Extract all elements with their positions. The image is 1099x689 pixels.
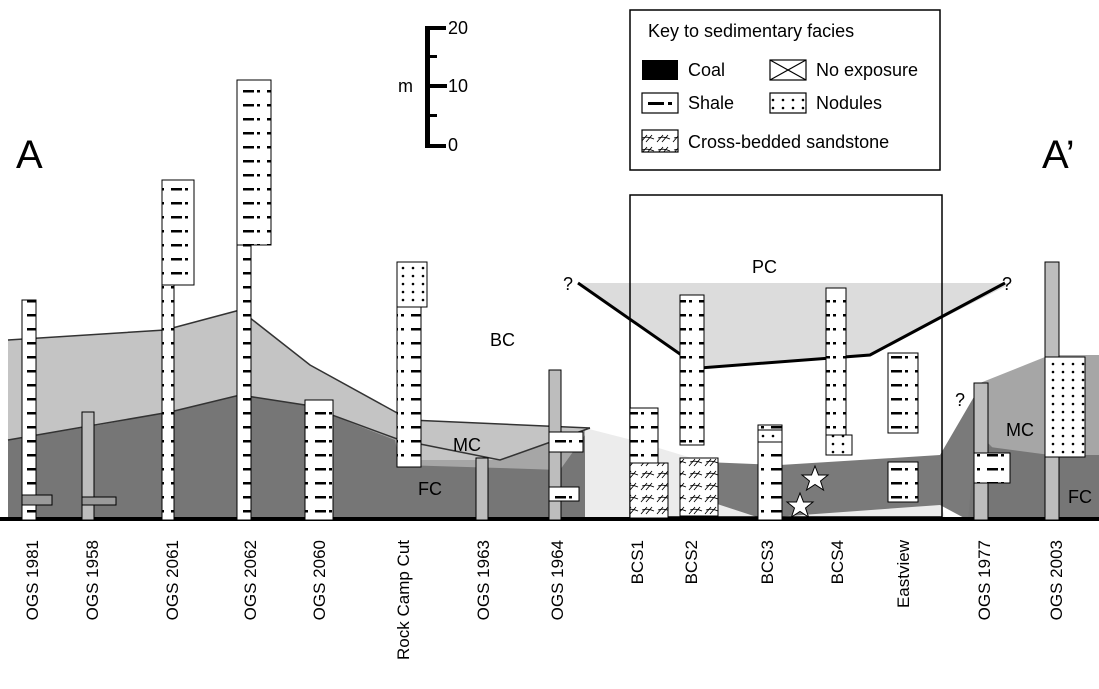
cross-bedded-sandstone-swatch-icon (641, 129, 679, 153)
column-ogs-2060 (304, 399, 334, 521)
key-label-shale: Shale (688, 93, 734, 113)
scale-tick-0 (430, 144, 446, 148)
detail-box (629, 194, 943, 518)
key-label-no-exposure: No exposure (816, 60, 918, 80)
column-rock-camp-cut-lower (396, 306, 422, 468)
section-label: OGS 1977 (975, 540, 994, 620)
scale-label-20: 20 (448, 18, 468, 38)
column-ogs-1981 (21, 299, 37, 521)
section-labels: OGS 1981 OGS 1958 OGS 2061 OGS 2062 OGS … (23, 539, 1066, 660)
column-ogs-1964-ledge2 (548, 486, 580, 502)
column-ogs-1958-ledge (81, 496, 117, 506)
section-label: OGS 1964 (548, 540, 567, 620)
key-label-cross-bedded-sandstone: Cross-bedded sandstone (688, 132, 889, 152)
column-bcs2 (679, 294, 705, 446)
star-icon (800, 464, 830, 492)
unit-label-bc: BC (490, 330, 515, 350)
section-columns (21, 79, 1086, 521)
pc-band (580, 283, 1012, 368)
scale-tick-15 (425, 55, 437, 58)
facies-key: Key to sedimentary facies Coal No exposu… (629, 9, 941, 171)
unit-label-mc-left: MC (453, 435, 481, 455)
star-markers (785, 464, 830, 519)
column-ogs-1977-ledge (973, 452, 1011, 484)
section-label: BCS2 (682, 540, 701, 584)
question-mark-left: ? (563, 274, 573, 294)
key-frame (629, 9, 941, 171)
scale-tick-20 (430, 26, 446, 30)
section-label: Eastview (894, 539, 913, 608)
column-ogs-1963 (475, 457, 489, 521)
section-label: BCS3 (758, 540, 777, 584)
column-eastview-lower (887, 461, 919, 503)
bc-top-line (7, 309, 591, 429)
column-ogs-1981-sand (21, 494, 53, 506)
column-bcs3-nodules (757, 429, 783, 443)
scale-unit-label: m (398, 76, 413, 96)
section-label: OGS 2062 (241, 540, 260, 620)
no-exposure-swatch-icon (769, 59, 807, 81)
section-label: BCS1 (628, 540, 647, 584)
key-label-coal: Coal (688, 60, 725, 80)
unit-label-fc-right: FC (1068, 487, 1092, 507)
scale-tick-5 (425, 114, 437, 117)
scale-label-0: 0 (448, 135, 458, 155)
column-bcs2-sand (679, 457, 719, 517)
key-title: Key to sedimentary facies (648, 21, 854, 41)
section-label: BCS4 (828, 540, 847, 584)
shale-swatch-icon (641, 92, 679, 114)
question-mark-ogs-1977: ? (955, 390, 965, 410)
fc-band-left (8, 395, 590, 520)
scale-bar: m 20 10 0 (398, 18, 468, 155)
column-ogs-2061 (161, 179, 195, 286)
fc-band-center (705, 382, 1045, 520)
star-icon (785, 491, 815, 519)
section-label: Rock Camp Cut (394, 540, 413, 660)
key-label-nodules: Nodules (816, 93, 882, 113)
section-label: OGS 1963 (474, 540, 493, 620)
section-label: OGS 2061 (163, 540, 182, 620)
column-ogs-1977 (973, 382, 989, 521)
column-ogs-2061-lower (161, 284, 175, 521)
pc-base-line (577, 281, 1006, 370)
unit-label-pc: PC (752, 257, 777, 277)
column-rock-camp-cut (396, 261, 428, 308)
column-ogs-1964-ledge (548, 431, 584, 453)
section-label: OGS 2003 (1047, 540, 1066, 620)
column-eastview (887, 352, 919, 434)
end-label-right: A’ (1042, 133, 1075, 177)
section-label: OGS 1958 (83, 540, 102, 620)
column-ogs-2003-nodules (1044, 356, 1086, 458)
question-mark-right: ? (1002, 274, 1012, 294)
end-label-left: A (16, 133, 43, 177)
column-ogs-1958 (81, 411, 95, 521)
scale-label-10: 10 (448, 76, 468, 96)
column-bcs1-sand (629, 462, 669, 519)
section-label: OGS 1981 (23, 540, 42, 620)
column-bcs1 (629, 407, 659, 464)
section-label: OGS 2060 (310, 540, 329, 620)
unit-label-mc-right: MC (1006, 420, 1034, 440)
unit-label-fc-left: FC (418, 479, 442, 499)
column-ogs-2062 (236, 79, 272, 246)
column-bcs4 (825, 287, 847, 439)
column-bcs4-nodules (825, 434, 853, 456)
coal-swatch-icon (642, 60, 678, 80)
nodules-swatch-icon (769, 92, 807, 114)
scale-tick-10 (425, 84, 447, 88)
pc-correlation-lines (577, 281, 1006, 370)
column-ogs-2062-lower (236, 244, 252, 521)
